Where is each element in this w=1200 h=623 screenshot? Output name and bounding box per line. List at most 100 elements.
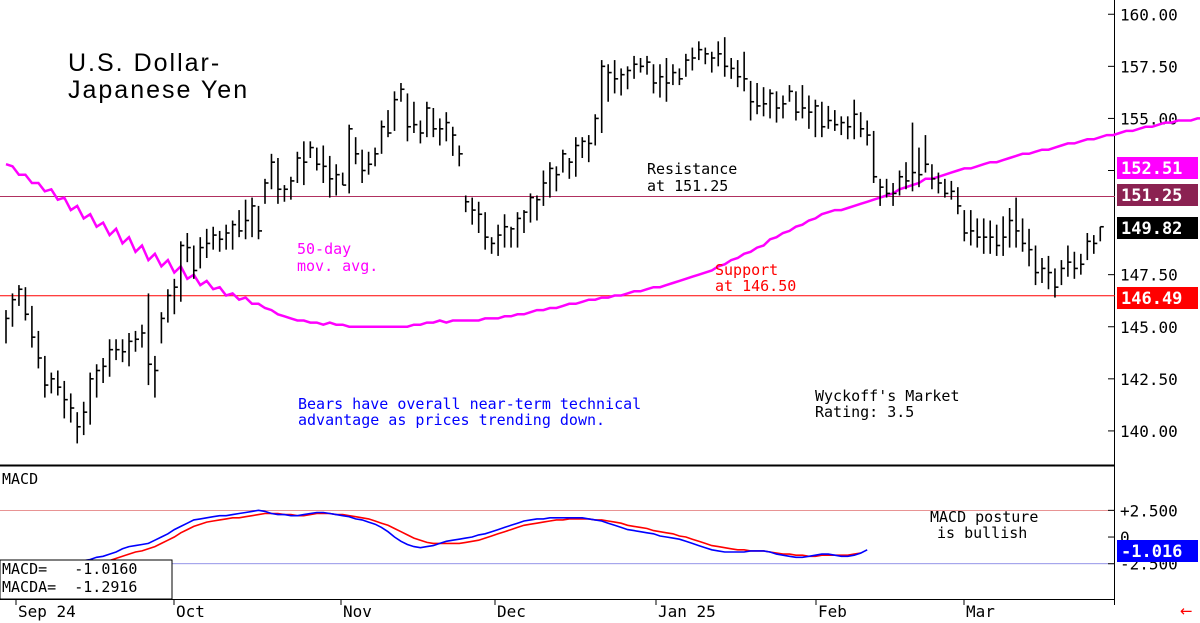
ohlc-bar <box>173 278 178 315</box>
ohlc-bar <box>309 141 314 158</box>
svg-text:-1.016: -1.016 <box>1121 542 1182 562</box>
ohlc-bar <box>180 241 185 302</box>
ohlc-bar <box>879 178 884 206</box>
ohlc-bar <box>924 135 929 173</box>
ohlc-bar <box>406 93 411 142</box>
ohlc-bar <box>937 172 942 194</box>
ohlc-bar <box>238 210 243 238</box>
ohlc-bar <box>1002 216 1007 256</box>
x-tick-label: Dec <box>497 602 526 621</box>
ohlc-bar <box>600 60 606 133</box>
ohlc-bar <box>426 101 431 138</box>
ohlc-bar <box>367 151 373 175</box>
ohlc-bar <box>710 51 716 73</box>
ohlc-bar <box>801 85 806 119</box>
ohlc-bar <box>698 41 703 61</box>
ohlc-bar <box>464 195 470 213</box>
ohlc-bar <box>154 355 159 398</box>
ohlc-bar <box>44 355 49 398</box>
ohlc-bar <box>264 178 269 204</box>
ma-annotation-line-2: mov. avg. <box>297 257 378 275</box>
ohlc-bar <box>451 126 457 156</box>
ohlc-bar <box>380 120 386 154</box>
ohlc-bar <box>218 230 224 252</box>
x-tick-label: Feb <box>818 602 847 621</box>
ohlc-bar <box>905 162 910 190</box>
ohlc-bar <box>296 151 301 183</box>
ohlc-bar <box>1060 260 1065 286</box>
price-tick-label: 160.00 <box>1120 5 1178 24</box>
ohlc-bar <box>400 83 405 102</box>
ohlc-bar <box>652 64 657 94</box>
ohlc-bar <box>167 289 172 323</box>
ohlc-bar <box>736 60 742 88</box>
ohlc-bar <box>244 199 250 240</box>
macd-readout-box <box>0 559 173 600</box>
ohlc-bar <box>419 120 424 144</box>
x-tick-label: Nov <box>343 602 372 621</box>
bears-annotation-line-1: Bears have overall near-term technical <box>298 395 641 413</box>
ohlc-bar <box>633 55 638 79</box>
ohlc-bar <box>594 114 599 146</box>
ohlc-bar <box>1034 245 1040 286</box>
ohlc-bar <box>782 95 787 119</box>
ohlc-bar <box>646 55 651 75</box>
ohlc-bar <box>840 116 845 136</box>
ohlc-bar <box>717 41 722 67</box>
price-tick-label: 140.00 <box>1120 422 1178 441</box>
ohlc-bar <box>24 287 29 321</box>
ohlc-bar <box>1021 218 1027 252</box>
ohlc-bar <box>108 339 114 377</box>
svg-text:149.82: 149.82 <box>1121 219 1182 239</box>
macd-tick-label: 0 <box>1120 528 1130 547</box>
back-arrow-icon[interactable]: ← <box>1180 602 1193 620</box>
macd-line <box>5 509 868 576</box>
ohlc-bar <box>1099 225 1104 242</box>
ohlc-bar <box>11 293 16 327</box>
ohlc-bar <box>354 137 360 165</box>
ohlc-bar <box>549 162 554 198</box>
ohlc-bar <box>963 210 968 242</box>
ohlc-bar <box>186 233 191 263</box>
ohlc-bar <box>704 47 709 65</box>
ohlc-bar <box>374 147 379 167</box>
ohlc-bar <box>685 53 690 77</box>
ohlc-bar <box>678 68 683 86</box>
ohlc-bar <box>976 218 981 248</box>
price-tick-label: 145.00 <box>1120 318 1178 337</box>
ohlc-bar <box>257 205 263 240</box>
ohlc-bar <box>458 145 463 167</box>
ohlc-bar <box>995 224 1001 256</box>
ohlc-bar <box>574 137 580 177</box>
ohlc-bar <box>76 412 81 444</box>
ohlc-bar <box>626 66 632 90</box>
ohlc-bar <box>160 312 165 344</box>
ohlc-bar <box>555 166 560 192</box>
ohlc-bar <box>1047 255 1052 290</box>
ohlc-bar <box>490 237 496 254</box>
macd-tick-label: +2.500 <box>1120 501 1178 520</box>
ohlc-bar <box>18 285 23 306</box>
rating-annotation-line-1: Wyckoff's Market <box>815 387 960 405</box>
ohlc-bar <box>134 330 139 352</box>
x-tick-label: Sep 24 <box>18 602 76 621</box>
macda-line <box>5 512 861 576</box>
ohlc-bar <box>769 89 774 119</box>
resistance-annotation-line-2: at 151.25 <box>647 177 728 195</box>
ohlc-bar <box>413 101 418 133</box>
ohlc-bar <box>568 158 573 179</box>
ohlc-bar <box>620 68 625 96</box>
ohlc-bar <box>1086 233 1091 261</box>
ohlc-bar <box>471 197 476 225</box>
ohlc-bar <box>613 60 619 94</box>
svg-text:151.25: 151.25 <box>1121 186 1182 206</box>
support-annotation-line-1: Support <box>715 261 778 279</box>
ohlc-bar <box>387 110 392 138</box>
ohlc-bar <box>432 108 437 138</box>
ohlc-bar <box>199 237 204 269</box>
ohlc-bar <box>50 372 55 394</box>
macd-readout-line-2: MACDA= -1.2916 <box>2 578 137 596</box>
ohlc-bar <box>672 64 677 86</box>
ohlc-bar <box>523 210 528 233</box>
